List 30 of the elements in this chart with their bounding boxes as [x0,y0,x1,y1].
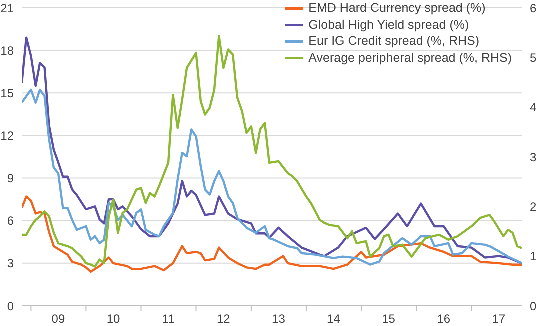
y2-tick-label: 6 [530,1,537,16]
y-tick-label: 0 [7,299,14,314]
legend-label: EMD Hard Currency spread (%) [308,0,486,16]
y2-tick-label: 2 [530,200,537,214]
x-tick-label: 12 [217,312,231,326]
y-tick-label: 9 [7,172,14,186]
x-tick-label: 10 [106,312,120,326]
x-tick-label: 14 [327,312,341,326]
y2-tick-label: 4 [530,100,537,115]
x-tick-label: 13 [272,312,286,326]
y2-tick-label: 3 [530,150,537,164]
y-tick-label: 15 [0,86,14,100]
y-tick-label: 18 [0,44,14,58]
y-tick-label: 12 [0,128,14,143]
x-tick-label: 09 [52,312,66,326]
line-series [22,88,522,266]
x-tick-label: 11 [162,312,176,326]
legend-label: Average peripheral spread (%, RHS) [308,50,512,66]
legend-label: Global High Yield spread (%) [308,16,470,33]
y-tick-label: 3 [7,256,14,271]
x-tick-label: 16 [437,312,451,326]
y-tick-label: 6 [7,214,14,228]
y2-tick-label: 5 [530,50,537,65]
legend-label: Eur IG Credit spread (%, RHS) [308,33,480,50]
y2-tick-label: 0 [530,299,537,314]
y2-tick-label: 1 [530,250,537,264]
line-series [22,196,522,274]
x-tick-label: 15 [382,312,396,326]
x-tick-label: 17 [492,312,506,326]
y-tick-label: 21 [0,1,14,16]
